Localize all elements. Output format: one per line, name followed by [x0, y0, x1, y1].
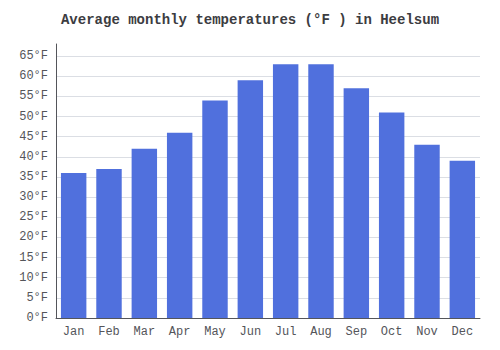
svg-text:5°F: 5°F: [26, 291, 48, 305]
svg-text:Dec: Dec: [452, 325, 474, 339]
svg-text:25°F: 25°F: [19, 210, 48, 224]
svg-text:Sep: Sep: [346, 325, 368, 339]
svg-text:55°F: 55°F: [19, 89, 48, 103]
svg-text:Mar: Mar: [134, 325, 156, 339]
svg-text:Feb: Feb: [98, 325, 120, 339]
svg-text:60°F: 60°F: [19, 69, 48, 83]
svg-text:35°F: 35°F: [19, 170, 48, 184]
svg-text:20°F: 20°F: [19, 230, 48, 244]
svg-text:0°F: 0°F: [26, 311, 48, 325]
svg-text:Jan: Jan: [63, 325, 85, 339]
svg-text:Jul: Jul: [275, 325, 297, 339]
svg-text:May: May: [204, 325, 226, 339]
svg-text:10°F: 10°F: [19, 271, 48, 285]
svg-text:Nov: Nov: [416, 325, 438, 339]
svg-text:15°F: 15°F: [19, 251, 48, 265]
svg-text:Oct: Oct: [381, 325, 403, 339]
svg-text:45°F: 45°F: [19, 130, 48, 144]
svg-text:40°F: 40°F: [19, 150, 48, 164]
svg-text:Average monthly temperatures (: Average monthly temperatures (°F ) in He…: [61, 12, 439, 28]
svg-text:Aug: Aug: [310, 325, 332, 339]
svg-text:30°F: 30°F: [19, 190, 48, 204]
svg-text:Apr: Apr: [169, 325, 191, 339]
svg-text:50°F: 50°F: [19, 110, 48, 124]
svg-text:65°F: 65°F: [19, 49, 48, 63]
svg-text:Jun: Jun: [240, 325, 262, 339]
